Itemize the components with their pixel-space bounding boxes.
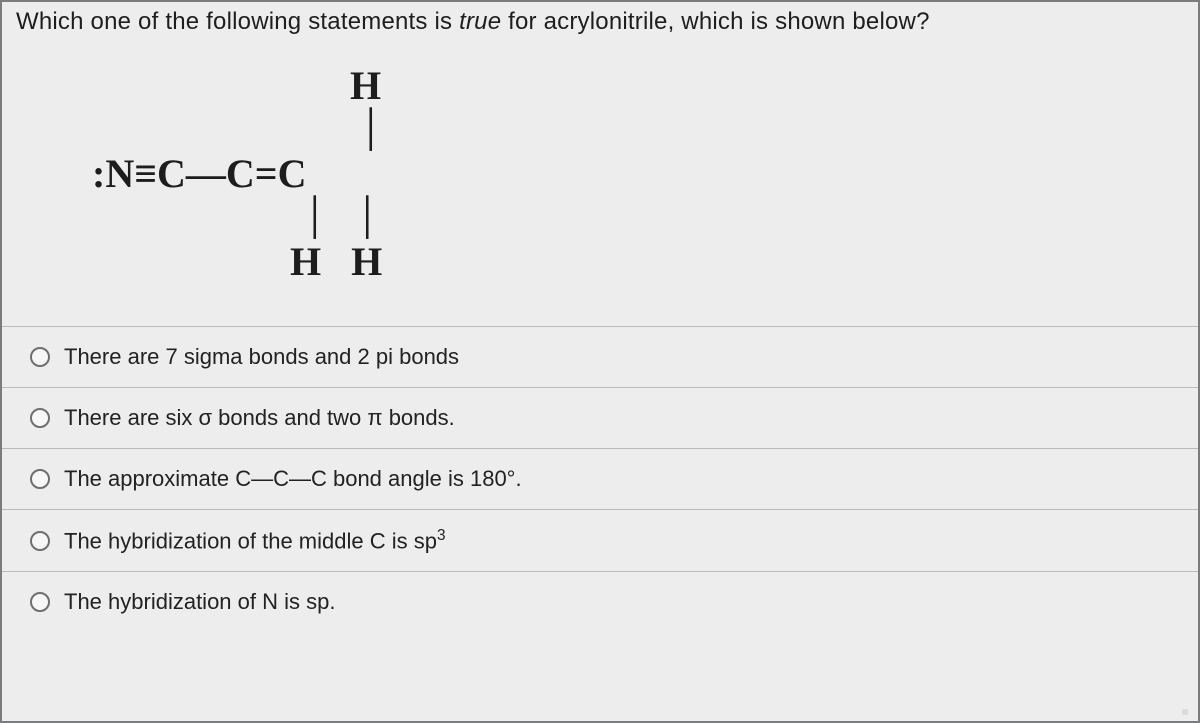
question-prefix: Which one of the following statements is	[16, 8, 459, 35]
option-4-label: The hybridization of the middle C is sp3	[64, 527, 1178, 554]
radio-icon[interactable]	[30, 592, 50, 612]
molecule-structure: H │ :N≡C—C=C │ │ H H	[2, 36, 1198, 326]
question-emph: true	[459, 8, 501, 35]
option-5[interactable]: The hybridization of N is sp.	[2, 571, 1198, 632]
option-3[interactable]: The approximate C—C—C bond angle is 180°…	[2, 448, 1198, 509]
option-2[interactable]: There are six σ bonds and two π bonds.	[2, 387, 1198, 448]
radio-icon[interactable]	[30, 347, 50, 367]
option-2-label: There are six σ bonds and two π bonds.	[64, 405, 1178, 431]
radio-icon[interactable]	[30, 531, 50, 551]
option-1-label: There are 7 sigma bonds and 2 pi bonds	[64, 344, 1178, 370]
question-card: Which one of the following statements is…	[0, 0, 1200, 723]
option-4[interactable]: The hybridization of the middle C is sp3	[2, 509, 1198, 571]
question-stem: Which one of the following statements is…	[2, 2, 1198, 36]
options-list: There are 7 sigma bonds and 2 pi bonds T…	[2, 326, 1198, 632]
structure-row-5: H H	[92, 242, 1198, 286]
option-1[interactable]: There are 7 sigma bonds and 2 pi bonds	[2, 326, 1198, 387]
structure-row-3: :N≡C—C=C	[92, 154, 1198, 198]
question-suffix: for acrylonitrile, which is shown below?	[501, 8, 929, 35]
structure-row-2: │	[92, 110, 1198, 154]
radio-icon[interactable]	[30, 408, 50, 428]
option-5-label: The hybridization of N is sp.	[64, 589, 1178, 615]
structure-row-1: H	[92, 66, 1198, 110]
option-3-label: The approximate C—C—C bond angle is 180°…	[64, 466, 1178, 492]
radio-icon[interactable]	[30, 469, 50, 489]
structure-row-4: │ │	[92, 198, 1198, 242]
resize-handle-icon	[1182, 709, 1188, 715]
